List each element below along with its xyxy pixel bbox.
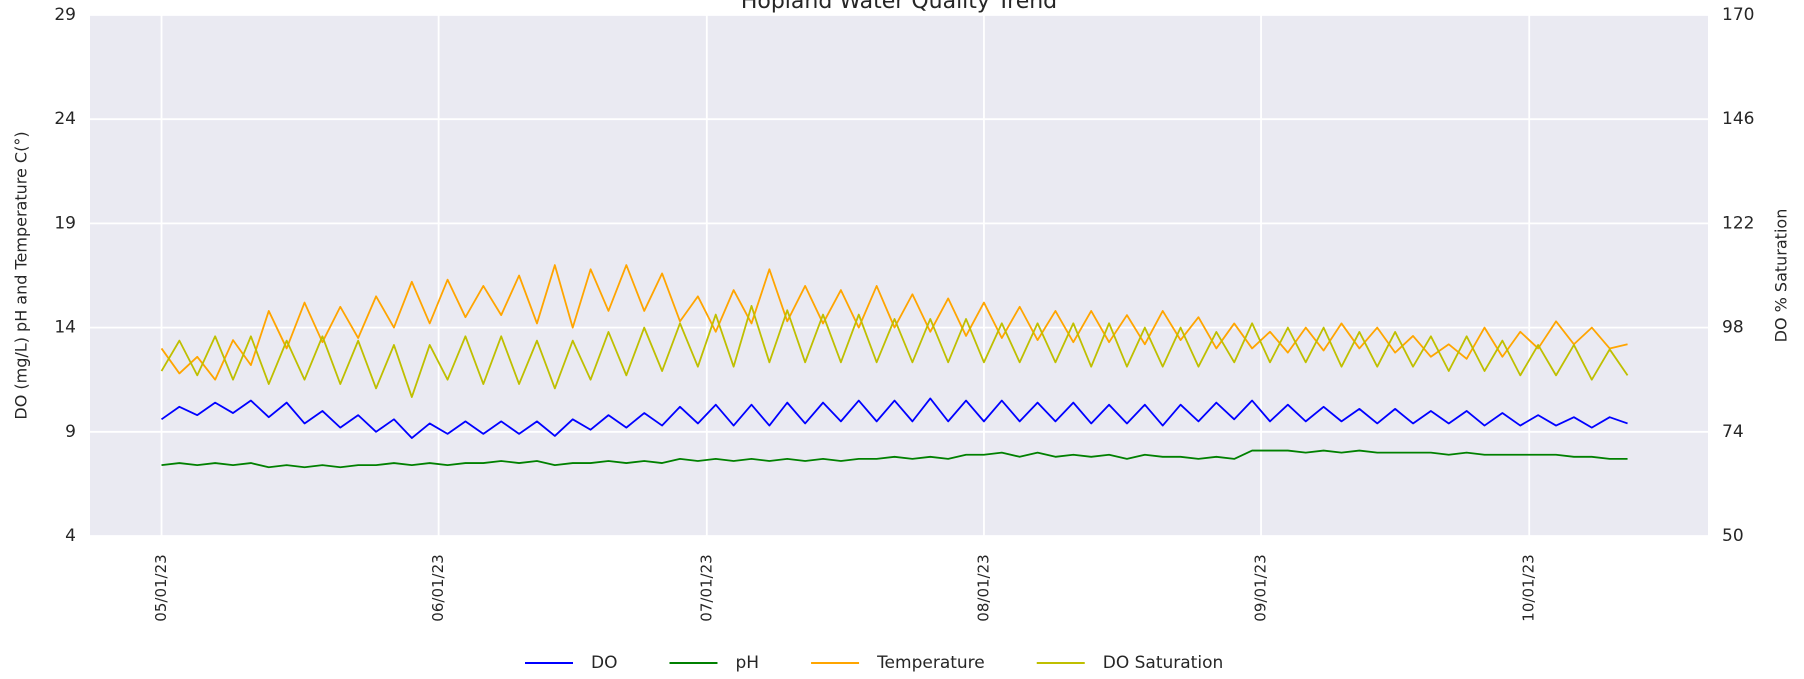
y2-tick-label: 146 xyxy=(1722,109,1754,129)
y-axis-label: DO (mg/L) pH and Temperature C(°) xyxy=(12,131,31,419)
y2-tick-label: 170 xyxy=(1722,5,1754,25)
y-tick-label: 9 xyxy=(65,422,76,442)
series-line xyxy=(160,397,1628,439)
x-tick-label: 05/01/23 xyxy=(152,554,170,621)
x-tick-label: 08/01/23 xyxy=(974,554,992,621)
x-tick-label: 06/01/23 xyxy=(429,554,447,621)
x-tick-label: 10/01/23 xyxy=(1520,554,1538,621)
x-tick-label: 07/01/23 xyxy=(697,554,715,621)
y2-tick-label: 74 xyxy=(1722,422,1744,442)
y-tick-label: 19 xyxy=(54,213,76,233)
series-line xyxy=(160,304,1629,398)
y-tick-label: 29 xyxy=(54,5,76,25)
legend-label: pH xyxy=(735,653,759,673)
y2-tick-label: 50 xyxy=(1722,526,1744,546)
legend-label: DO Saturation xyxy=(1103,653,1224,673)
plot-area xyxy=(90,15,1708,536)
legend-label: DO xyxy=(591,653,617,673)
y2-tick-label: 122 xyxy=(1722,213,1754,233)
y2-tick-label: 98 xyxy=(1722,318,1744,338)
y-tick-label: 24 xyxy=(54,109,76,129)
legend: DO pH Temperature DO Saturation xyxy=(525,653,1223,673)
series-line xyxy=(161,449,1628,469)
y-tick-label: 4 xyxy=(65,526,76,546)
chart-title: Hopland Water Quality Trend xyxy=(741,0,1057,14)
y-tick-label: 14 xyxy=(54,318,76,338)
series-line xyxy=(160,264,1628,381)
y2-axis-label: DO % Saturation xyxy=(1772,209,1791,343)
legend-label: Temperature xyxy=(876,653,985,673)
x-tick-label: 09/01/23 xyxy=(1252,554,1270,621)
